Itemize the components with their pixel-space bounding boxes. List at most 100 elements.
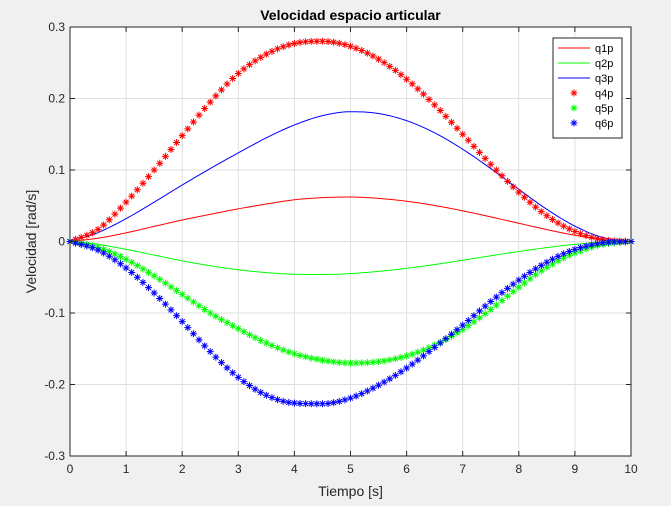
data-point-marker <box>358 47 366 55</box>
data-point-marker <box>335 39 343 47</box>
data-point-marker <box>509 183 517 191</box>
data-point-marker <box>145 173 153 181</box>
data-point-marker <box>397 71 405 79</box>
data-point-marker <box>459 321 467 329</box>
data-point-marker <box>526 268 534 276</box>
x-tick-label: 9 <box>572 462 579 476</box>
data-point-marker <box>419 346 427 354</box>
data-point-marker <box>318 356 326 364</box>
legend-item-q2p[interactable]: q2p <box>558 58 613 70</box>
data-point-marker <box>526 275 534 283</box>
data-point-marker <box>330 399 338 407</box>
legend-item-q3p[interactable]: q3p <box>558 73 613 85</box>
data-point-marker <box>122 264 130 272</box>
data-point-marker <box>599 239 607 247</box>
ticks: 0 1 2 3 4 5 6 7 8 9 10 -0.3 -0.2 -0.1 0 0.1 0.2 0.3 <box>44 20 638 476</box>
data-point-marker <box>391 355 399 363</box>
series-q6p <box>66 238 635 408</box>
data-point-marker <box>363 49 371 57</box>
legend-marker-swatch <box>570 104 578 112</box>
series-q4p <box>66 37 635 245</box>
data-point-marker <box>341 396 349 404</box>
data-point-marker <box>184 294 192 302</box>
data-point-marker <box>234 69 242 77</box>
data-point-marker <box>532 265 540 273</box>
data-point-marker <box>313 400 321 408</box>
x-tick-label: 6 <box>403 462 410 476</box>
data-point-marker <box>184 324 192 332</box>
data-point-marker <box>548 255 556 263</box>
series-q3p <box>69 111 632 242</box>
legend-item-q1p[interactable]: q1p <box>558 43 613 55</box>
data-point-marker <box>391 371 399 379</box>
data-point-marker <box>543 212 551 220</box>
data-point-marker <box>571 249 579 257</box>
data-point-marker <box>330 38 338 46</box>
data-point-marker <box>290 399 298 407</box>
x-tick-label: 0 <box>67 462 74 476</box>
data-point-marker <box>386 375 394 383</box>
data-point-marker <box>565 247 573 255</box>
legend-label: q1p <box>595 43 613 55</box>
data-point-marker <box>515 188 523 196</box>
x-tick-label: 5 <box>347 462 354 476</box>
data-point-marker <box>492 166 500 174</box>
data-point-marker <box>313 355 321 363</box>
data-point-marker <box>453 124 461 132</box>
data-point-marker <box>201 104 209 112</box>
data-point-marker <box>285 348 293 356</box>
legend-marker-swatch <box>570 119 578 127</box>
data-point-marker <box>133 186 141 194</box>
data-point-marker <box>246 382 254 390</box>
data-point-marker <box>145 284 153 292</box>
data-point-marker <box>447 330 455 338</box>
data-point-marker <box>515 283 523 291</box>
chart-title: Velocidad espacio articular <box>260 7 441 23</box>
y-tick-label: 0 <box>58 235 65 249</box>
data-point-marker <box>195 302 203 310</box>
legend-label: q5p <box>595 103 613 115</box>
legend-item-q6p[interactable]: q6p <box>570 118 614 130</box>
data-point-marker <box>296 399 304 407</box>
data-point-marker <box>150 289 158 297</box>
data-point-marker <box>296 38 304 46</box>
data-point-marker <box>313 37 321 45</box>
legend-item-q5p[interactable]: q5p <box>570 103 614 115</box>
data-point-marker <box>128 258 136 266</box>
data-point-marker <box>161 279 169 287</box>
data-point-marker <box>279 346 287 354</box>
data-point-marker <box>537 208 545 216</box>
data-point-marker <box>476 148 484 156</box>
data-point-marker <box>240 378 248 386</box>
data-point-marker <box>229 322 237 330</box>
data-point-marker <box>290 350 298 358</box>
data-point-marker <box>408 80 416 88</box>
data-point-marker <box>307 37 315 45</box>
data-point-marker <box>139 179 147 187</box>
data-point-marker <box>582 242 590 250</box>
data-point-marker <box>543 263 551 271</box>
data-point-marker <box>324 400 332 408</box>
data-point-marker <box>386 62 394 70</box>
legend[interactable]: q1p q2p q3p q4p q5p q6p <box>552 37 623 139</box>
x-tick-label: 2 <box>179 462 186 476</box>
legend-item-q4p[interactable]: q4p <box>570 88 614 100</box>
data-point-marker <box>274 344 282 352</box>
data-point-marker <box>487 298 495 306</box>
data-point-marker <box>302 353 310 361</box>
legend-label: q3p <box>595 73 613 85</box>
data-point-marker <box>425 348 433 356</box>
data-point-marker <box>380 59 388 67</box>
data-point-marker <box>229 369 237 377</box>
data-point-marker <box>189 298 197 306</box>
data-point-marker <box>246 61 254 69</box>
data-point-marker <box>532 271 540 279</box>
y-tick-label: 0.2 <box>48 92 65 106</box>
series-line-q1p <box>69 196 632 242</box>
data-point-marker <box>358 359 366 367</box>
data-point-marker <box>593 235 601 243</box>
x-tick-label: 8 <box>515 462 522 476</box>
data-point-marker <box>487 305 495 313</box>
data-point-marker <box>520 272 528 280</box>
